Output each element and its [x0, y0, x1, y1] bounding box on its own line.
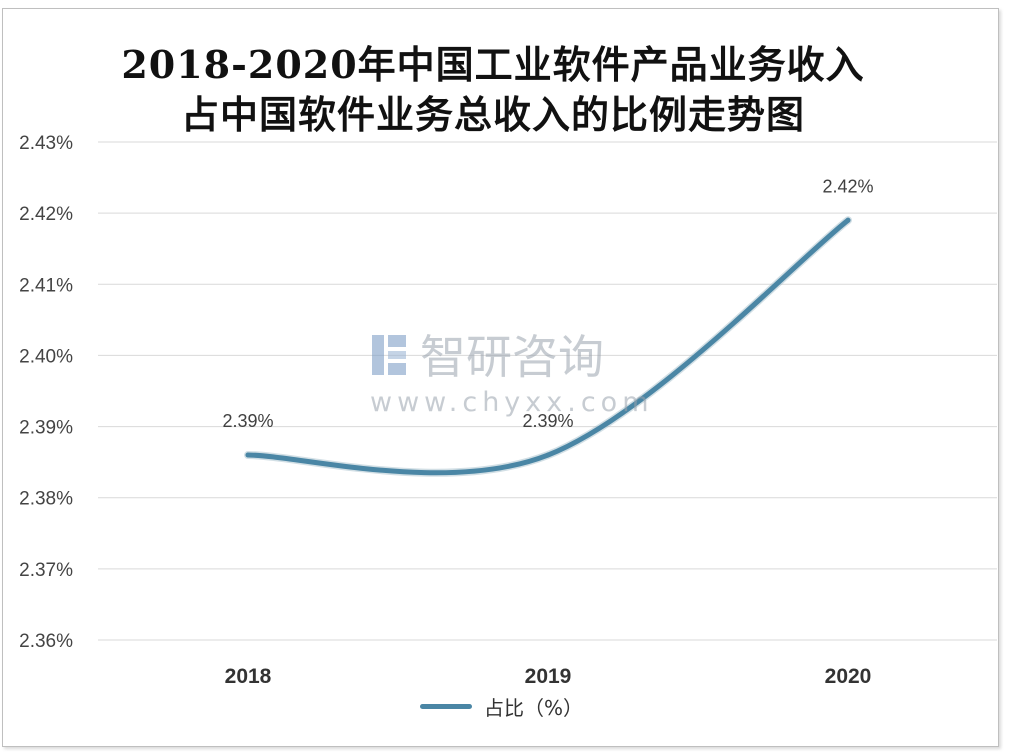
- y-tick-label: 2.41%: [19, 275, 73, 296]
- data-point: [545, 452, 551, 458]
- data-point: [845, 217, 851, 223]
- y-tick-label: 2.43%: [19, 133, 73, 154]
- data-point: [245, 452, 251, 458]
- data-labels: 2.39% 2.39% 2.42%: [222, 176, 873, 431]
- legend: 占比（%）: [420, 693, 584, 720]
- chart-title-line-2: 占中国软件业务总收入的比例走势图: [180, 92, 805, 137]
- chart-title-line-1: 2018-2020年中国工业软件产品业务收入: [121, 42, 865, 87]
- x-category-label: 2020: [825, 665, 872, 688]
- watermark-url: www.chyxx.com: [370, 387, 654, 418]
- y-tick-label: 2.37%: [19, 560, 73, 581]
- y-tick-label: 2.39%: [19, 418, 73, 439]
- x-category-label: 2019: [525, 665, 572, 688]
- data-label: 2.39%: [522, 411, 573, 431]
- x-category-label: 2018: [225, 665, 272, 688]
- y-tick-label: 2.36%: [19, 631, 73, 652]
- legend-swatch: [420, 703, 472, 709]
- chart-frame: [2, 8, 999, 747]
- y-axis-tick-labels: 2.36% 2.37% 2.38% 2.39% 2.40% 2.41% 2.42% 2.43%: [19, 133, 73, 652]
- watermark: 智研咨询 www.chyxx.com: [370, 330, 654, 418]
- watermark-brand: 智研咨询: [420, 330, 604, 384]
- watermark-logo-icon: [372, 335, 406, 375]
- y-tick-label: 2.40%: [19, 346, 73, 367]
- data-label: 2.39%: [222, 411, 273, 431]
- series-layer: [244, 216, 852, 477]
- gridlines: [98, 141, 997, 641]
- y-tick-label: 2.38%: [19, 489, 73, 510]
- y-tick-label: 2.42%: [19, 204, 73, 225]
- data-label: 2.42%: [822, 176, 873, 196]
- x-axis-category-labels: 2018 2019 2020: [225, 665, 872, 688]
- legend-label: 占比（%）: [484, 695, 584, 720]
